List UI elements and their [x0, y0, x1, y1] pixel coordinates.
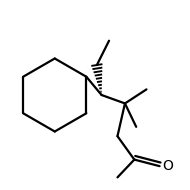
Text: O: O	[162, 159, 173, 173]
